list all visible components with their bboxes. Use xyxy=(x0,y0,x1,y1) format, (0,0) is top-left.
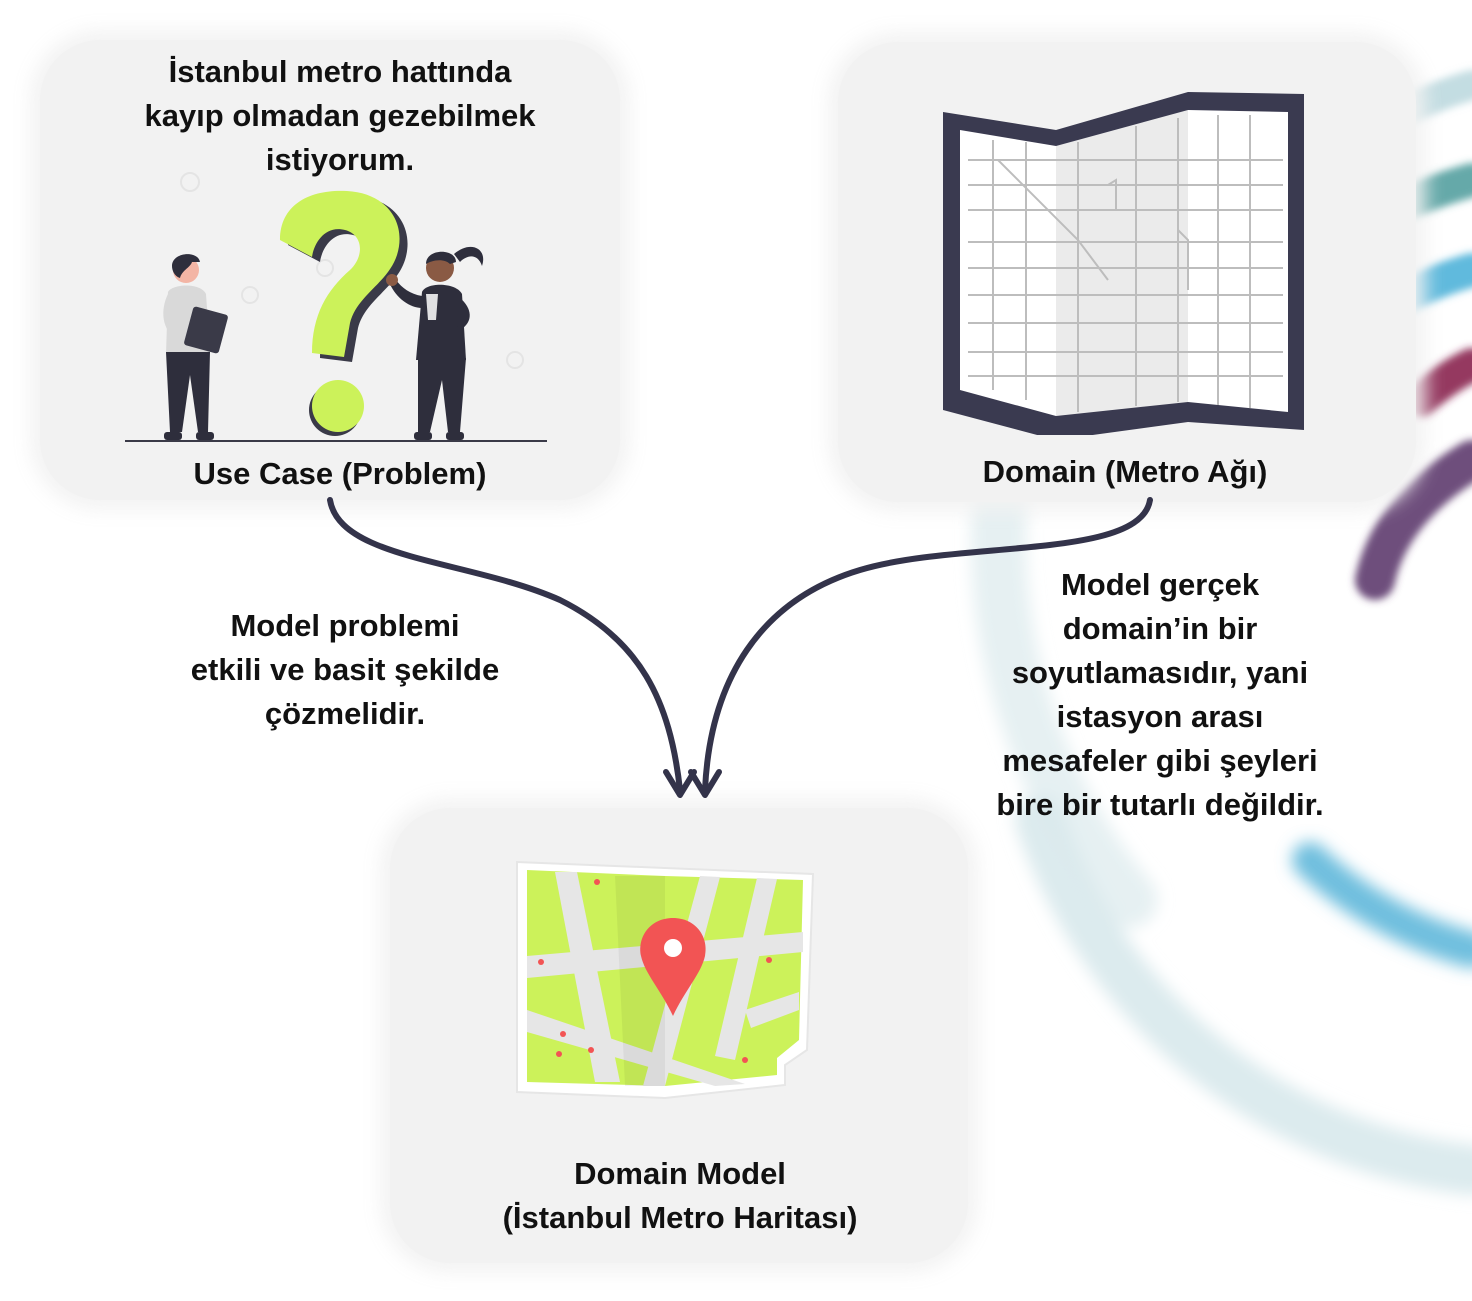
paper-map-icon xyxy=(943,92,1304,435)
left-note-line: etkili ve basit şekilde xyxy=(190,652,500,687)
right-note-line: soyutlamasıdır, yani xyxy=(1011,655,1309,690)
arrow-down-icon xyxy=(688,769,722,798)
right-note: Model gerçek domain’in bir soyutlamasıdı… xyxy=(960,563,1360,827)
use-case-label: Use Case (Problem) xyxy=(193,456,487,491)
location-map-icon xyxy=(516,860,815,1100)
arrow-down-icon xyxy=(663,769,697,798)
use-case-question-line: kayıp olmadan gezebilmek xyxy=(144,98,536,133)
right-note-line: bire bir tutarlı değildir. xyxy=(996,787,1324,822)
use-case-question-line: İstanbul metro hattında xyxy=(168,54,512,89)
domain-label: Domain (Metro Ağı) xyxy=(982,454,1268,489)
use-case-question-line: istiyorum. xyxy=(265,142,415,177)
right-note-line: istasyon arası xyxy=(1056,699,1264,734)
domain-model-label-line: (İstanbul Metro Haritası) xyxy=(502,1200,858,1235)
right-note-line: Model gerçek xyxy=(1060,567,1260,602)
location-pin-icon xyxy=(640,918,706,1016)
left-note-line: Model problemi xyxy=(230,608,460,643)
people-question-illustration xyxy=(125,172,547,442)
right-arrow-path xyxy=(702,497,1153,793)
right-note-line: domain’in bir xyxy=(1062,611,1258,646)
right-note-line: mesafeler gibi şeyleri xyxy=(1002,743,1318,778)
domain-model-label: Domain Model (İstanbul Metro Haritası) xyxy=(430,1152,930,1240)
left-note-line: çözmelidir. xyxy=(264,696,426,731)
use-case-question: İstanbul metro hattında kayıp olmadan ge… xyxy=(90,50,590,182)
left-note: Model problemi etkili ve basit şekilde ç… xyxy=(140,604,550,736)
left-arrow-path xyxy=(327,497,683,793)
domain-model-label-line: Domain Model xyxy=(574,1156,786,1191)
